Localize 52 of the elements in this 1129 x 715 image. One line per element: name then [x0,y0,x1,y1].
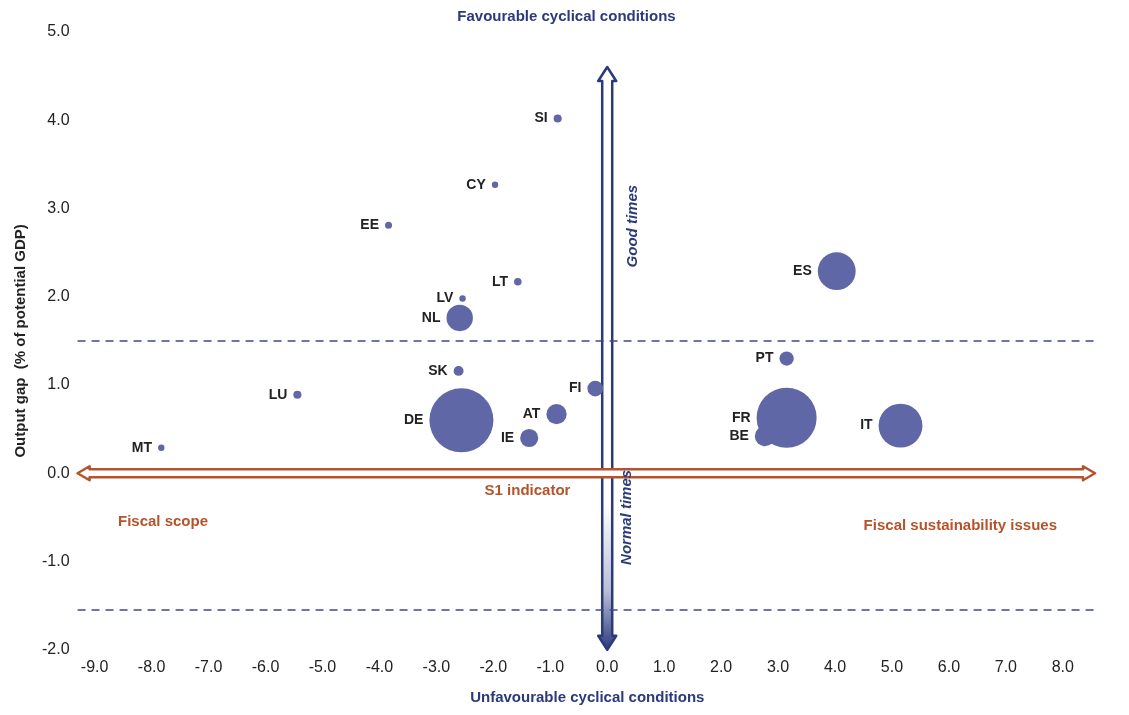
data-label: LV [436,289,455,306]
x-tick-label: -3.0 [422,657,451,675]
x-tick-label: 7.0 [994,657,1018,675]
data-label: LT [491,272,509,289]
x-tick-label: 3.0 [766,657,790,675]
x-tick-label: 4.0 [823,657,847,675]
x-tick-label: -7.0 [194,657,223,675]
annotation: Good times [622,184,640,268]
y-tick-label: 0.0 [47,463,70,481]
y-tick-label: 2.0 [47,287,70,305]
data-label: BE [729,427,749,444]
y-tick-label: 4.0 [47,110,70,128]
data-label: EE [360,216,380,233]
x-tick-label: 1.0 [653,657,676,675]
x-tick-label: -8.0 [137,657,166,675]
x-tick-label: 6.0 [937,657,961,675]
data-label: CY [466,175,487,192]
y-tick-label: -1.0 [41,551,70,569]
x-tick-label: 5.0 [880,657,904,675]
y-axis-title: Output gap (% of potential GDP) [11,224,29,458]
data-label: FR [731,408,751,425]
data-label: PT [755,349,774,366]
data-label: MT [131,438,153,455]
annotation: Fiscal scope [117,511,209,529]
data-label: AT [522,405,541,422]
x-tick-label: -6.0 [251,657,280,675]
data-label: IT [860,416,874,433]
x-tick-label: -2.0 [479,657,508,675]
x-tick-label: -5.0 [308,657,337,675]
y-tick-label: 5.0 [47,22,70,40]
y-tick-label: -2.0 [41,640,70,658]
data-label: LU [268,385,288,402]
annotation: S1 indicator [484,481,571,499]
y-tick-label: 3.0 [47,198,70,216]
x-tick-label: 0.0 [596,657,619,675]
x-tick-label: 8.0 [1051,657,1075,675]
data-label: FI [568,379,582,396]
data-label: NL [421,308,441,325]
annotation: Normal times [617,469,635,565]
x-tick-label: 2.0 [710,657,733,675]
annotation: Fiscal sustainability issues [863,516,1058,534]
data-label: SI [534,109,548,126]
x-tick-label: -9.0 [80,657,109,675]
data-label: DE [403,411,424,428]
x-axis-title: Unfavourable cyclical conditions [470,688,705,706]
y-tick-label: 1.0 [47,375,70,393]
x-tick-label: -1.0 [536,657,565,675]
chart-title: Favourable cyclical conditions [457,7,676,25]
data-label: IE [500,428,515,445]
data-label: SK [428,361,448,378]
x-tick-label: -4.0 [365,657,394,675]
data-label: ES [793,262,812,279]
